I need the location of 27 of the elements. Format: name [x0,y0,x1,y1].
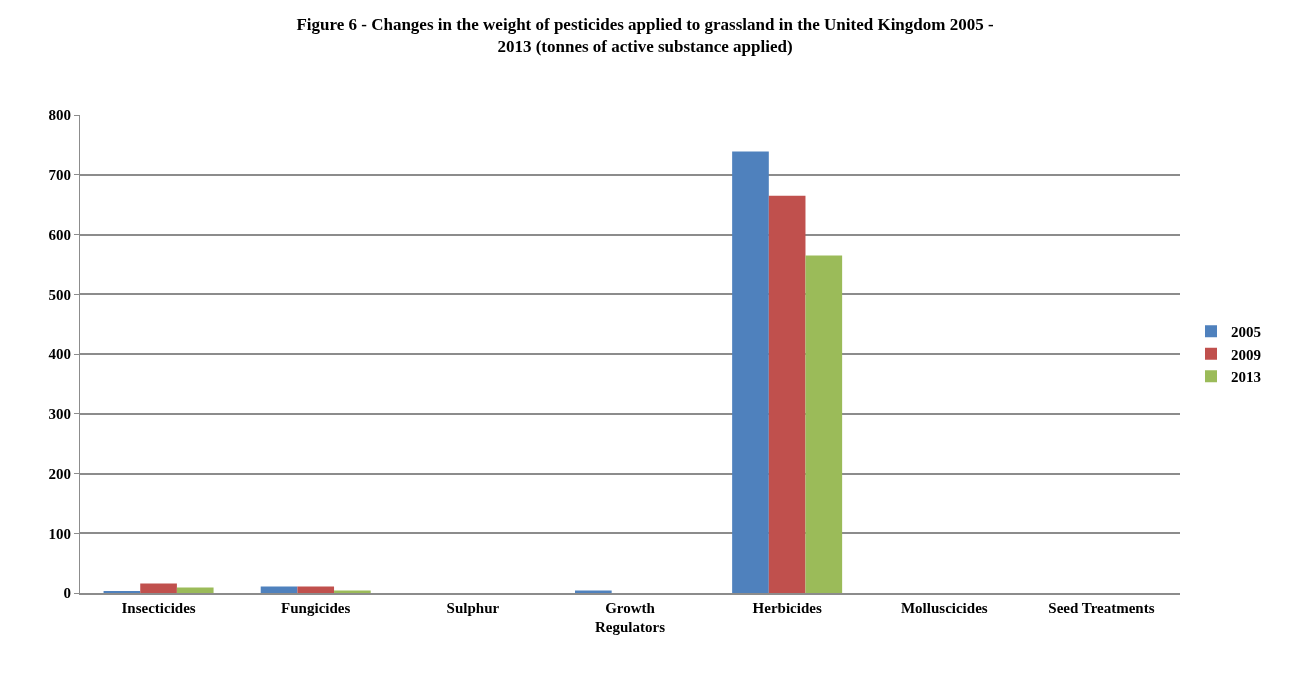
bar [176,587,214,593]
y-tick-label: 400 [48,346,71,363]
y-tick-label: 800 [48,107,71,124]
x-tick-label: Insecticides [121,599,196,616]
bar [805,255,843,593]
bar [768,195,806,593]
x-tick-label: Fungicides [281,599,351,616]
bar [297,586,335,593]
legend-label: 2013 [1231,369,1261,386]
x-tick-label: Seed Treatments [1048,599,1155,616]
bar [260,586,298,593]
y-tick-label: 700 [48,167,71,183]
x-tick-label: Growth Regulators [595,599,666,636]
y-tick-label: 0 [63,585,71,602]
y-tick-label: 600 [48,226,71,243]
y-tick-label: 200 [48,465,71,482]
chart-title: Figure 6 - Changes in the weight of pesticides applied to grassland in the United Kingdom 2005 - 2013 (tonnes of active substance applied) [296,15,994,57]
bar [140,583,177,593]
legend-label: 2009 [1231,346,1261,363]
y-tick-label: 300 [48,406,71,422]
legend-label: 2005 [1231,324,1261,341]
y-tick-label: 100 [48,525,71,542]
x-tick-label: Herbicides [752,599,822,616]
bar [732,151,769,593]
x-tick-label: Molluscicides [900,599,988,616]
y-tick-label: 500 [48,286,71,303]
x-tick-label: Sulphur [446,599,500,616]
